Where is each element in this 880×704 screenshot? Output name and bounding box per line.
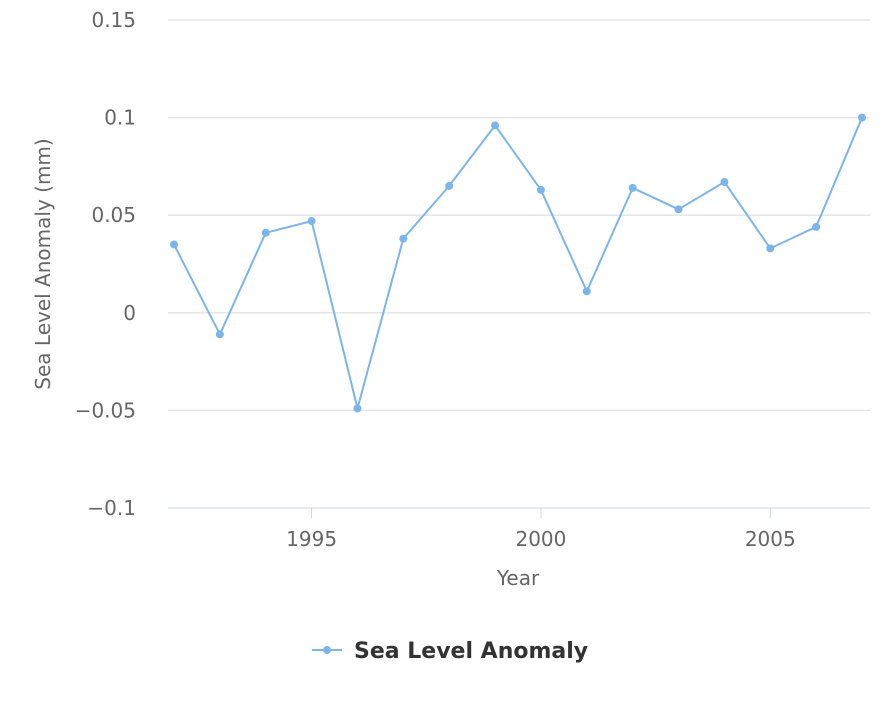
data-point[interactable] [399, 234, 408, 243]
y-axis-title: Sea Level Anomaly (mm) [31, 138, 55, 389]
data-point[interactable] [628, 183, 637, 192]
data-point[interactable] [674, 205, 683, 214]
data-point[interactable] [582, 287, 591, 296]
data-point[interactable] [353, 404, 362, 413]
data-point[interactable] [858, 113, 866, 122]
y-tick-label: 0.05 [91, 203, 136, 227]
data-point[interactable] [720, 178, 729, 187]
y-tick-label: 0 [123, 301, 136, 325]
series-line [173, 116, 863, 410]
x-tick-label: 2005 [745, 527, 796, 551]
data-point[interactable] [445, 181, 454, 190]
data-point[interactable] [215, 330, 224, 339]
grid [168, 19, 870, 412]
data-point[interactable] [170, 240, 178, 249]
data-point[interactable] [536, 185, 545, 194]
x-tick-label: 1995 [286, 527, 337, 551]
y-tick-label: −0.05 [75, 398, 136, 422]
data-point[interactable] [261, 228, 270, 237]
data-point[interactable] [491, 121, 500, 130]
x-axis-title: Year [496, 566, 540, 590]
legend-point-marker [323, 646, 331, 654]
series [170, 113, 866, 413]
legend[interactable]: Sea Level Anomaly [312, 639, 588, 664]
x-tick-label: 2000 [515, 527, 566, 551]
data-point[interactable] [812, 222, 821, 231]
y-axis-ticks: −0.1 −0.05 0 0.05 0.1 0.15 [75, 8, 136, 520]
x-axis-ticks: 1995 2000 2005 [286, 508, 796, 551]
y-tick-label: −0.1 [87, 496, 136, 520]
y-tick-label: 0.1 [104, 106, 136, 130]
data-point[interactable] [307, 217, 316, 226]
y-tick-label: 0.15 [91, 8, 136, 32]
legend-label[interactable]: Sea Level Anomaly [354, 639, 588, 664]
data-point[interactable] [766, 244, 775, 253]
